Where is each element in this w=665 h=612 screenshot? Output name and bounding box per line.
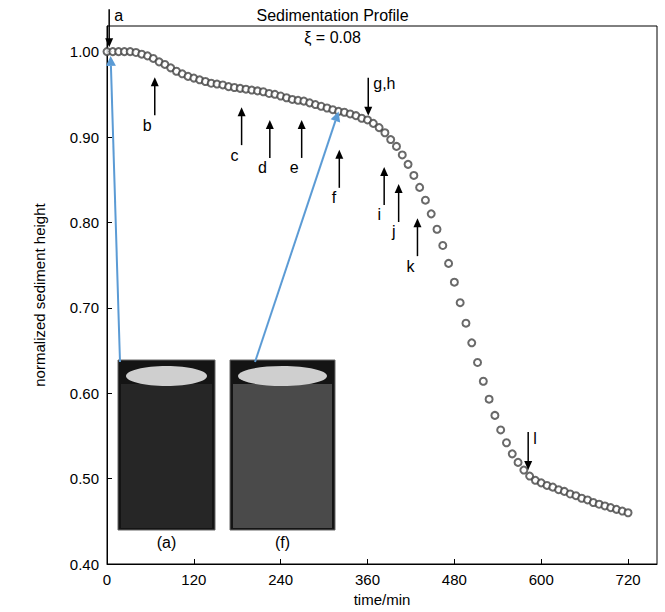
svg-text:0.90: 0.90 bbox=[70, 129, 99, 146]
svg-text:b: b bbox=[143, 117, 152, 134]
svg-text:0: 0 bbox=[103, 571, 111, 588]
svg-text:l: l bbox=[533, 430, 537, 447]
svg-text:i: i bbox=[378, 206, 382, 223]
svg-text:k: k bbox=[406, 258, 415, 275]
svg-text:d: d bbox=[258, 159, 267, 176]
svg-text:(a): (a) bbox=[157, 534, 177, 551]
svg-text:c: c bbox=[231, 147, 239, 164]
svg-text:720: 720 bbox=[616, 571, 641, 588]
svg-text:0.50: 0.50 bbox=[70, 470, 99, 487]
svg-text:1.00: 1.00 bbox=[70, 43, 99, 60]
svg-text:j: j bbox=[391, 223, 396, 240]
svg-text:0.80: 0.80 bbox=[70, 214, 99, 231]
svg-text:(f): (f) bbox=[275, 534, 290, 551]
svg-text:600: 600 bbox=[529, 571, 554, 588]
svg-text:time/min: time/min bbox=[354, 591, 411, 608]
svg-text:a: a bbox=[114, 7, 123, 24]
svg-text:480: 480 bbox=[442, 571, 467, 588]
svg-text:240: 240 bbox=[268, 571, 293, 588]
svg-text:0.40: 0.40 bbox=[70, 556, 99, 573]
svg-text:360: 360 bbox=[355, 571, 380, 588]
svg-text:g,h: g,h bbox=[373, 75, 395, 92]
svg-text:120: 120 bbox=[181, 571, 206, 588]
svg-text:normalized sediment height: normalized sediment height bbox=[31, 202, 48, 386]
svg-text:e: e bbox=[290, 159, 299, 176]
svg-text:f: f bbox=[332, 189, 337, 206]
svg-text:ξ = 0.08: ξ = 0.08 bbox=[304, 29, 361, 47]
svg-text:Sedimentation Profile: Sedimentation Profile bbox=[256, 7, 408, 24]
svg-text:0.70: 0.70 bbox=[70, 299, 99, 316]
svg-text:0.60: 0.60 bbox=[70, 385, 99, 402]
